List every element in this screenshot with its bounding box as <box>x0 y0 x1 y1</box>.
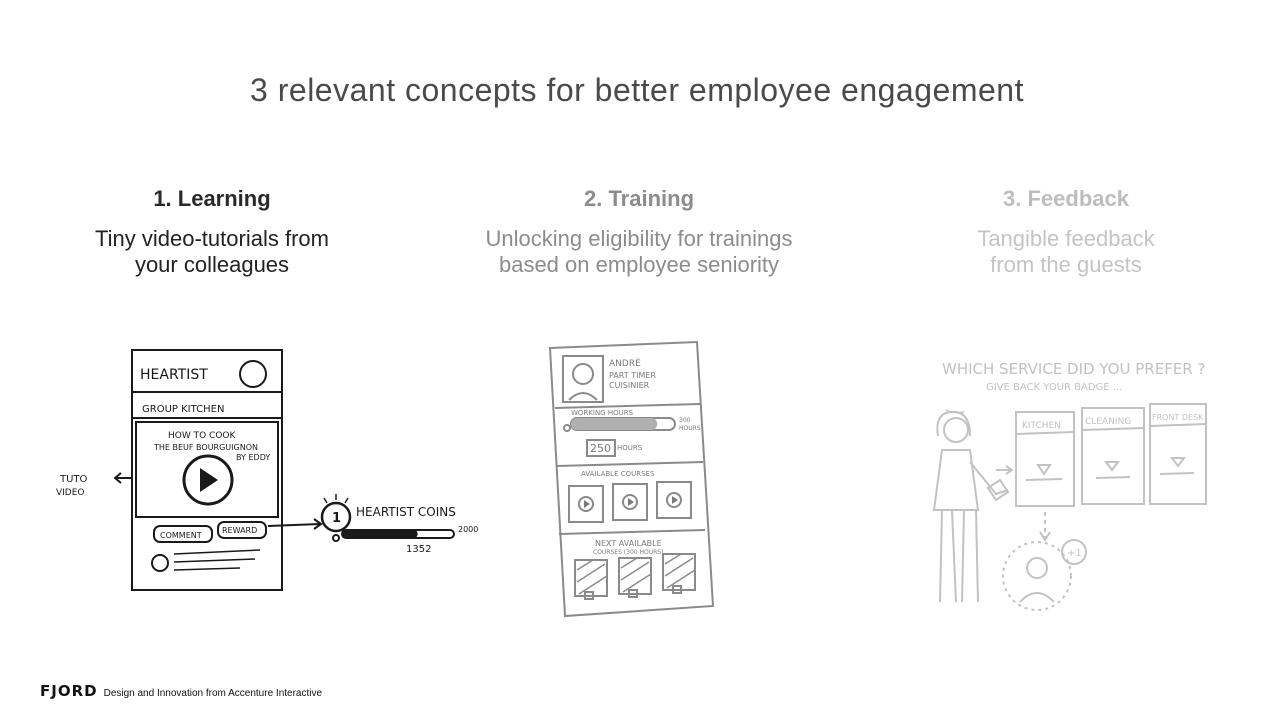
comment-label: COMMENT <box>160 531 202 540</box>
next-courses-label: NEXT AVAILABLE <box>595 539 662 548</box>
learning-sketch: HEARTIST GROUP KITCHEN HOW TO COOK THE B… <box>56 349 478 591</box>
footer: FJORD Design and Innovation from Accentu… <box>40 682 322 700</box>
group-label: GROUP KITCHEN <box>142 404 224 415</box>
course-tile <box>612 483 648 521</box>
option-label-front-desk: FRONT DESK <box>1152 413 1204 422</box>
video-author: BY EDDY <box>236 453 270 462</box>
feedback-sketch: WHICH SERVICE DID YOU PREFER ? GIVE BACK… <box>932 360 1207 611</box>
lock-icon <box>584 591 594 600</box>
comment-button <box>153 525 213 543</box>
concept-heading: 2. Training <box>583 186 695 211</box>
feedback-subtitle: GIVE BACK YOUR BADGE ... <box>986 382 1122 393</box>
available-courses-label: AVAILABLE COURSES <box>581 470 655 478</box>
guest-person-icon <box>943 417 969 443</box>
lock-icon <box>628 589 638 598</box>
profile-photo <box>562 355 604 403</box>
coin-icon <box>320 501 352 533</box>
working-hours-label: WORKING HOURS <box>571 409 634 417</box>
badge-slot-icon <box>1170 457 1186 468</box>
play-icon <box>182 454 234 506</box>
tuto-label-2: VIDEO <box>56 488 85 498</box>
page-title: 3 relevant concepts for better employee … <box>250 72 1024 108</box>
hours-unit: HOURS <box>617 444 643 452</box>
option-card-front-desk <box>1149 403 1207 505</box>
concept-learning: 1. Learning Tiny video-tutorials from yo… <box>2 186 422 278</box>
plus-one-badge <box>1061 539 1087 565</box>
coins-progress-fill <box>342 530 418 538</box>
footer-tagline: Design and Innovation from Accenture Int… <box>103 688 323 699</box>
staff-avatar-icon <box>1002 541 1072 611</box>
reward-label: REWARD <box>222 526 257 535</box>
phone-frame <box>131 349 283 591</box>
user-avatar-icon <box>151 554 169 572</box>
training-sketch: ANDRÉ PART TIMER CUISINIER WORKING HOURS… <box>548 340 715 618</box>
coins-max: 2000 <box>458 525 478 534</box>
option-card-cleaning <box>1081 407 1145 505</box>
locked-course-tile <box>574 559 608 597</box>
coins-badge: 1 <box>332 511 341 526</box>
hours-value: 250 <box>590 442 611 455</box>
employee-role-2: CUISINIER <box>609 381 650 390</box>
plus-one-label: +1 <box>1067 548 1082 559</box>
fjord-logo: FJORD <box>40 682 98 700</box>
option-label-kitchen: KITCHEN <box>1022 421 1061 431</box>
phone-frame <box>548 340 715 618</box>
next-courses-sublabel: COURSES (300 HOURS) <box>593 549 663 556</box>
tuto-label: TUTO <box>59 474 88 485</box>
concept-heading: 3. Feedback <box>1003 186 1129 211</box>
concept-description: Unlocking eligibility for trainings base… <box>485 226 793 277</box>
video-title: HOW TO COOK <box>168 431 237 441</box>
hours-max: 300 <box>679 417 691 424</box>
play-icon <box>578 496 594 512</box>
play-icon <box>666 492 682 508</box>
coins-label: HEARTIST COINS <box>356 505 456 519</box>
locked-course-tile <box>618 557 652 595</box>
feedback-question: WHICH SERVICE DID YOU PREFER ? <box>942 360 1205 378</box>
hours-progress-fill <box>571 418 658 430</box>
employee-role: PART TIMER <box>609 371 656 380</box>
video-title-2: THE BEUF BOURGUIGNON <box>153 443 258 452</box>
reward-button <box>217 521 267 539</box>
lock-icon <box>672 585 682 594</box>
coins-value: 1352 <box>406 544 431 555</box>
concept-feedback: 3. Feedback Tangible feedback from the g… <box>856 186 1274 278</box>
option-label-cleaning: CLEANING <box>1085 417 1131 427</box>
app-name: HEARTIST <box>140 367 208 383</box>
badge-slot-icon <box>1036 464 1052 476</box>
employee-name: ANDRÉ <box>609 357 641 369</box>
reward-arrow <box>267 523 321 527</box>
concept-heading: 1. Learning <box>153 186 271 211</box>
concept-description: Tiny video-tutorials from your colleague… <box>95 226 329 277</box>
course-tile <box>656 481 692 519</box>
locked-course-tile <box>662 553 696 591</box>
avatar-icon <box>239 360 267 388</box>
concept-description: Tangible feedback from the guests <box>977 226 1155 277</box>
play-icon <box>622 494 638 510</box>
concept-training: 2. Training Unlocking eligibility for tr… <box>429 186 849 278</box>
badge-slot-icon <box>1104 461 1120 472</box>
hours-max-unit: HOURS <box>679 425 701 432</box>
option-card-kitchen <box>1015 411 1075 507</box>
course-tile <box>568 485 604 523</box>
